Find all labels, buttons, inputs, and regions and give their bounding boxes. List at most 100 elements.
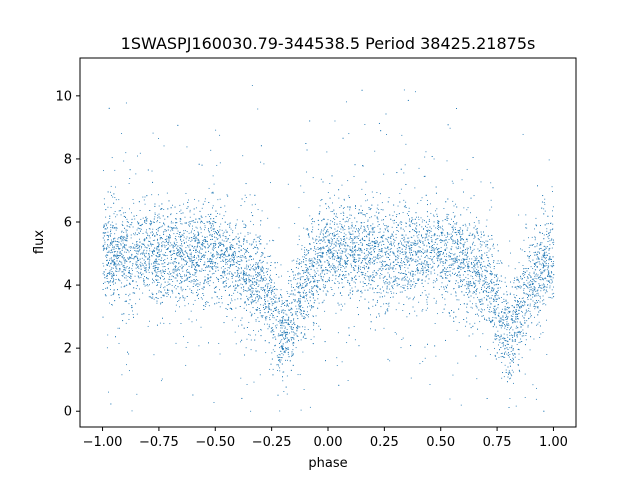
data-point <box>436 213 438 215</box>
data-point <box>486 219 488 221</box>
data-point <box>193 283 195 285</box>
data-point <box>229 242 231 243</box>
data-point <box>271 290 273 292</box>
data-point <box>421 252 423 254</box>
data-point <box>104 241 106 243</box>
data-point <box>404 246 406 247</box>
data-point <box>539 244 541 246</box>
data-point <box>381 219 383 221</box>
data-point <box>355 278 357 280</box>
data-point <box>110 280 111 282</box>
data-point <box>109 259 110 261</box>
data-point <box>222 277 224 278</box>
data-point <box>404 284 406 286</box>
data-point <box>179 250 181 252</box>
data-point <box>354 286 356 288</box>
data-point <box>179 245 181 246</box>
data-point <box>401 242 402 244</box>
data-point <box>537 292 539 294</box>
data-point <box>449 398 451 400</box>
data-point <box>142 292 144 294</box>
data-point <box>483 261 485 263</box>
data-point <box>262 304 264 306</box>
data-point <box>169 226 171 228</box>
data-point <box>280 320 282 322</box>
data-point <box>340 232 342 234</box>
data-point <box>196 249 197 251</box>
data-point <box>546 280 548 282</box>
data-point <box>355 265 357 267</box>
data-point <box>412 219 414 221</box>
data-point <box>345 101 347 103</box>
data-point <box>380 292 382 294</box>
data-point <box>114 169 116 171</box>
data-point <box>359 240 361 241</box>
data-point <box>115 248 117 249</box>
data-point <box>172 244 174 246</box>
data-point <box>114 274 115 276</box>
data-point <box>216 278 218 280</box>
data-point <box>155 271 157 273</box>
data-point <box>244 201 246 203</box>
data-point <box>540 242 542 244</box>
data-point <box>176 253 178 255</box>
data-point <box>540 277 542 278</box>
data-point <box>473 222 475 224</box>
data-point <box>292 314 294 316</box>
data-point <box>344 277 346 279</box>
data-point <box>264 280 266 281</box>
data-point <box>178 236 180 238</box>
data-point <box>425 309 427 311</box>
data-point <box>148 271 150 273</box>
data-point <box>126 218 128 220</box>
data-point <box>108 281 110 283</box>
data-point <box>510 351 512 352</box>
data-point <box>164 218 166 220</box>
data-point <box>478 282 480 284</box>
data-point <box>302 291 304 293</box>
data-point <box>483 280 485 282</box>
data-point <box>228 304 230 306</box>
data-point <box>173 286 175 288</box>
data-point <box>336 260 338 262</box>
data-point <box>480 308 482 310</box>
data-point <box>212 282 214 284</box>
data-point <box>529 274 531 276</box>
data-point <box>538 251 540 253</box>
data-point <box>331 244 333 246</box>
data-point <box>431 235 433 237</box>
data-point <box>461 262 463 264</box>
data-point <box>181 278 183 279</box>
data-point <box>323 270 325 272</box>
data-point <box>391 226 393 228</box>
data-point <box>143 240 145 242</box>
data-point <box>153 250 155 252</box>
data-point <box>335 278 337 280</box>
data-point <box>346 261 348 262</box>
data-point <box>486 298 488 300</box>
data-point <box>306 254 308 256</box>
data-point <box>451 246 453 248</box>
data-point <box>306 277 308 279</box>
data-point <box>259 374 261 376</box>
data-point <box>105 248 107 249</box>
data-point <box>119 252 120 254</box>
data-point <box>452 227 454 228</box>
data-point <box>104 223 106 225</box>
data-point <box>266 295 268 297</box>
data-point <box>256 236 258 238</box>
data-point <box>154 216 156 218</box>
data-point <box>454 240 456 242</box>
data-point <box>302 307 304 308</box>
data-point <box>393 276 395 278</box>
data-point <box>174 224 176 226</box>
data-point <box>403 261 405 263</box>
data-point <box>351 252 353 253</box>
data-point <box>125 300 127 302</box>
data-point <box>444 255 446 257</box>
data-point <box>532 384 534 386</box>
data-point <box>114 211 116 212</box>
data-point <box>139 249 141 251</box>
data-point <box>251 288 253 289</box>
data-point <box>197 244 199 246</box>
